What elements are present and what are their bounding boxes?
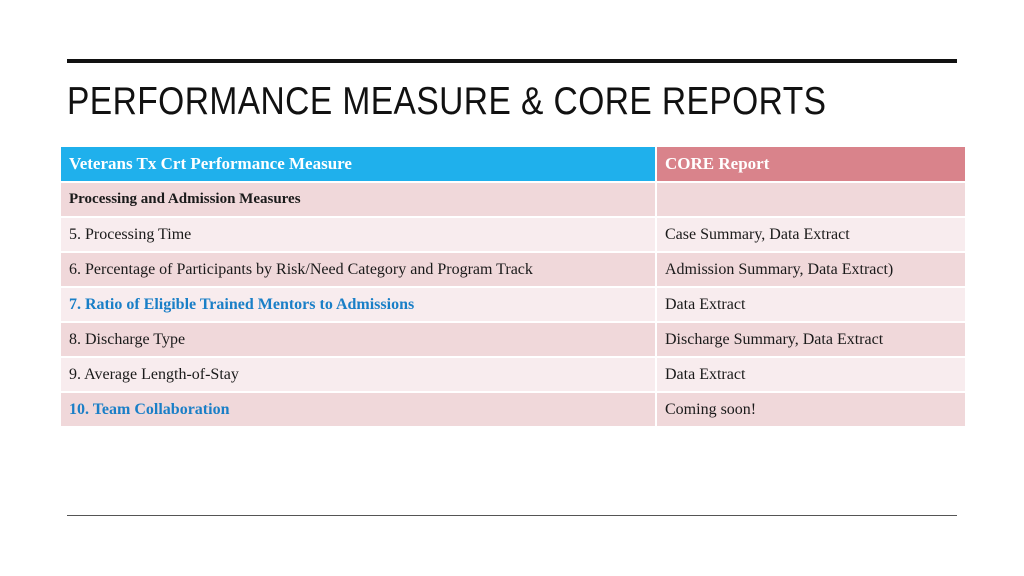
table-row: 6. Percentage of Participants by Risk/Ne… — [59, 251, 967, 288]
table-row: 8. Discharge Type Discharge Summary, Dat… — [59, 321, 967, 358]
table-row: 9. Average Length-of-Stay Data Extract — [59, 356, 967, 393]
table-header-row: Veterans Tx Crt Performance Measure CORE… — [59, 145, 967, 183]
measure-link-cell: 7. Ratio of Eligible Trained Mentors to … — [59, 286, 657, 323]
measure-cell: 9. Average Length-of-Stay — [59, 356, 657, 393]
section-label: Processing and Admission Measures — [59, 181, 657, 218]
report-cell: Data Extract — [655, 286, 967, 323]
top-divider — [67, 59, 957, 63]
measure-link-cell: 10. Team Collaboration — [59, 391, 657, 428]
report-cell: Discharge Summary, Data Extract — [655, 321, 967, 358]
section-report-cell — [655, 181, 967, 218]
measure-link[interactable]: 7. Ratio of Eligible Trained Mentors to … — [69, 295, 415, 313]
measure-cell: 8. Discharge Type — [59, 321, 657, 358]
page-title: PERFORMANCE MEASURE & CORE REPORTS — [67, 80, 827, 123]
measures-table: Veterans Tx Crt Performance Measure CORE… — [59, 145, 967, 428]
section-row: Processing and Admission Measures — [59, 181, 967, 218]
measure-link[interactable]: 10. Team Collaboration — [69, 400, 230, 418]
report-cell: Data Extract — [655, 356, 967, 393]
measure-cell: 5. Processing Time — [59, 216, 657, 253]
column-header-core-report: CORE Report — [655, 145, 967, 183]
bottom-divider — [67, 515, 957, 516]
table-row: 10. Team Collaboration Coming soon! — [59, 391, 967, 428]
table-row: 7. Ratio of Eligible Trained Mentors to … — [59, 286, 967, 323]
measure-cell: 6. Percentage of Participants by Risk/Ne… — [59, 251, 657, 288]
table-row: 5. Processing Time Case Summary, Data Ex… — [59, 216, 967, 253]
report-cell: Case Summary, Data Extract — [655, 216, 967, 253]
report-cell: Admission Summary, Data Extract) — [655, 251, 967, 288]
column-header-measure: Veterans Tx Crt Performance Measure — [59, 145, 657, 183]
report-cell: Coming soon! — [655, 391, 967, 428]
